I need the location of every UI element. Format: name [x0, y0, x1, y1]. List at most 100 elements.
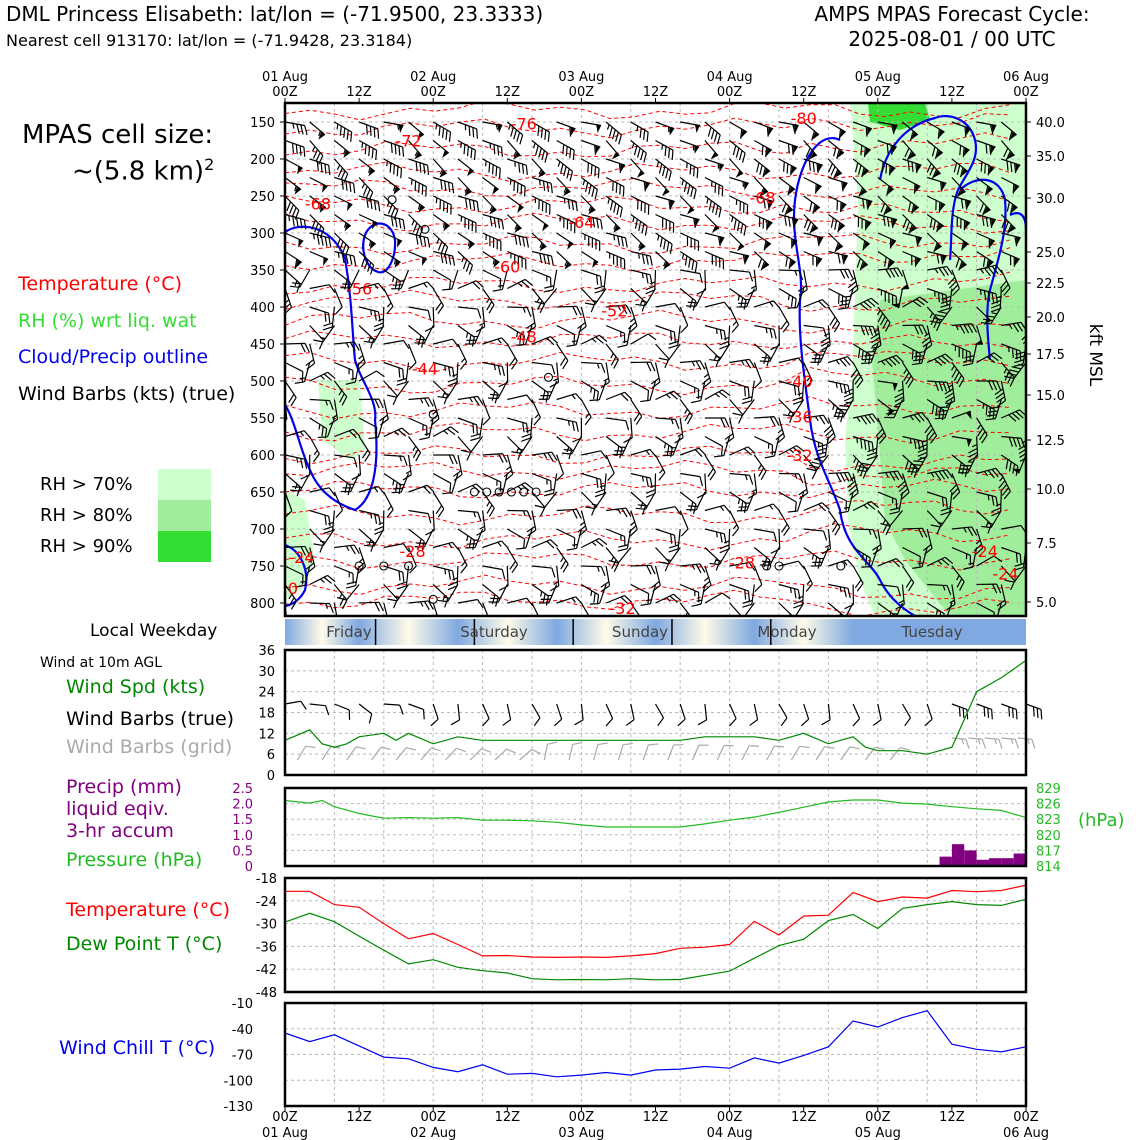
wind-barb — [1001, 321, 1026, 333]
barb-full — [547, 741, 558, 745]
barb-full — [472, 127, 475, 138]
barb-half — [534, 197, 537, 204]
barb-staff — [972, 547, 978, 568]
barb-staff — [827, 232, 844, 248]
barb-half — [656, 161, 660, 167]
barb-full — [459, 361, 468, 370]
barb-full — [466, 543, 477, 545]
barb-staff — [951, 584, 956, 605]
barb-full — [1019, 350, 1022, 361]
barb-full — [793, 385, 797, 396]
barb-full — [538, 199, 540, 210]
wind-barb — [581, 565, 606, 577]
barb-full — [959, 324, 966, 334]
barb-half — [845, 401, 852, 404]
wind-tick-label: 0 — [267, 769, 275, 784]
wind-barb — [963, 547, 978, 570]
barb-staff — [334, 473, 351, 487]
barb-full — [476, 201, 480, 212]
barb-full — [989, 145, 992, 155]
wind-barb — [875, 417, 887, 444]
barb-staff — [951, 213, 971, 224]
barb-full — [368, 713, 373, 724]
barb-staff — [951, 177, 966, 193]
barb-full — [450, 204, 452, 215]
barb-full — [845, 500, 847, 511]
true-barb — [625, 703, 635, 726]
barb-full — [964, 126, 967, 137]
wind-barb — [383, 139, 405, 157]
barb-staff — [383, 361, 403, 370]
barb-full — [492, 237, 495, 248]
barb-staff — [423, 528, 434, 548]
wind-barb — [702, 565, 712, 593]
barb-full — [940, 299, 951, 304]
wind-barb — [309, 509, 331, 527]
barb-staff — [408, 397, 429, 401]
barb-staff — [716, 745, 725, 761]
barb-staff — [927, 469, 947, 475]
barb-staff — [482, 540, 502, 549]
forecast-cycle-title: AMPS MPAS Forecast Cycle: — [814, 2, 1090, 26]
barb-staff — [383, 703, 400, 706]
barb-half — [442, 391, 446, 398]
barb-full — [397, 581, 408, 586]
barb-staff — [433, 176, 453, 184]
barb-full — [912, 566, 923, 569]
barb-full — [642, 505, 647, 515]
wind-barb — [897, 473, 910, 500]
barb-full — [883, 215, 886, 226]
barb-full — [625, 304, 632, 314]
barb-full — [909, 130, 914, 141]
grid-barb — [494, 748, 516, 761]
barb-staff — [506, 214, 522, 230]
precip-bar — [976, 859, 989, 866]
wind-barb — [679, 447, 707, 458]
barb-full — [531, 748, 541, 755]
barb-half — [856, 416, 861, 422]
barb-half — [639, 299, 644, 305]
wind-barb — [828, 195, 847, 213]
barb-staff — [396, 584, 409, 602]
barb-staff — [828, 399, 844, 414]
barb-half — [442, 595, 446, 601]
barb-full — [563, 449, 574, 452]
barb-full — [476, 424, 478, 435]
barb-half — [514, 161, 516, 167]
barb-full — [409, 565, 417, 574]
wind-barb — [902, 232, 923, 247]
barb-full — [742, 152, 746, 163]
wind-barb — [407, 343, 417, 371]
wind-barb — [538, 380, 558, 400]
wind-barb — [333, 288, 343, 315]
barb-staff — [309, 436, 320, 455]
wind-barb — [334, 565, 354, 584]
wind-barb — [309, 214, 325, 239]
barb-full — [905, 375, 912, 385]
barb-full — [624, 536, 626, 547]
barb-full — [648, 743, 659, 746]
barb-full — [414, 342, 425, 344]
barb-full — [865, 350, 876, 353]
barb-half — [393, 595, 400, 599]
barb-staff — [383, 543, 404, 549]
barb-staff — [951, 703, 968, 711]
kft-tick-label: 25.0 — [1036, 246, 1065, 261]
barb-full — [1013, 566, 1024, 571]
wind-barb — [457, 251, 474, 275]
barb-full — [521, 433, 532, 438]
barb-full — [516, 182, 519, 193]
barb-pennant — [570, 127, 576, 136]
wind-barb — [852, 177, 868, 198]
barb-half — [714, 558, 718, 564]
barb-full — [339, 596, 346, 606]
barb-full — [979, 202, 985, 213]
barb-full — [349, 254, 353, 265]
isotherm-label: -76 — [511, 114, 537, 133]
barb-staff — [358, 547, 367, 567]
wind-barb — [990, 288, 1002, 313]
barb-staff — [309, 121, 326, 136]
wind-barb — [680, 121, 701, 134]
barb-full — [694, 239, 696, 250]
wind-barb — [605, 214, 621, 233]
